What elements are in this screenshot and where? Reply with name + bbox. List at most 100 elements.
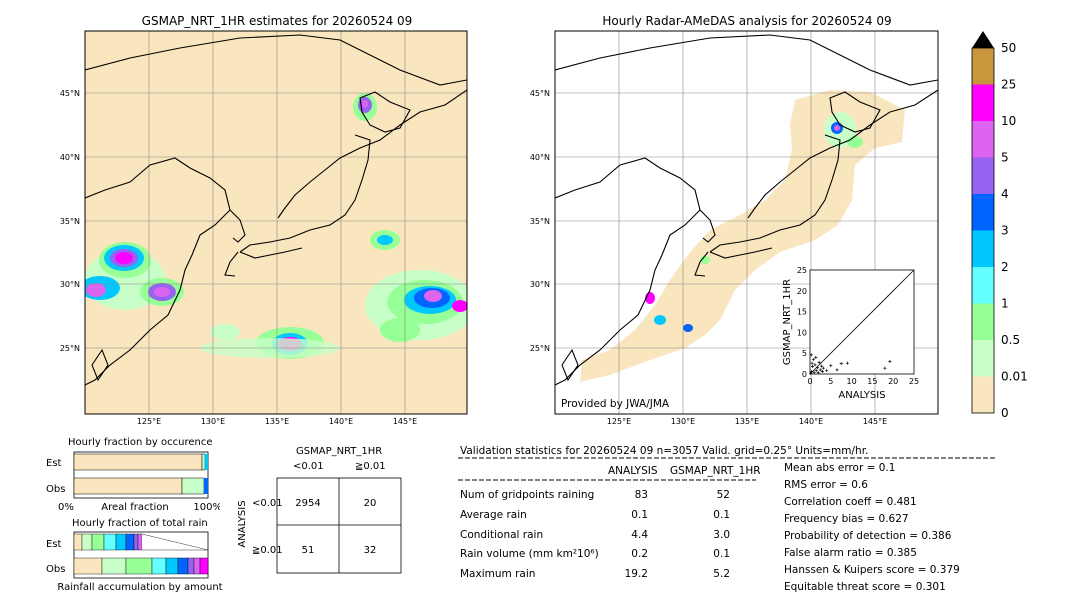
rain-row-est: Est (46, 539, 62, 550)
scatter-point (809, 372, 813, 376)
rain-est-segment (103, 533, 117, 551)
scatter-ylabel: GSMAP_NRT_1HR (782, 279, 793, 365)
colorbar-block (972, 267, 994, 304)
occ-x-left: 0% (58, 502, 74, 513)
colorbar-block (972, 194, 994, 231)
right-map-lon-labels: 125°E 130°E 135°E 140°E 145°E (607, 417, 887, 426)
lat-label: 40°N (530, 153, 550, 162)
left-map-gridlines (85, 31, 467, 414)
stat-label: Rain volume (mm km²10⁶) (460, 548, 599, 560)
lat-label: 25°N (60, 344, 80, 353)
scatter-point (809, 353, 813, 357)
colorbar-label: 0.01 (1001, 370, 1028, 384)
validation-divider (458, 457, 996, 459)
row-axis-label: ANALYSIS (237, 500, 248, 547)
left-map-rain-layer (85, 93, 467, 359)
stat-analysis: 0.1 (631, 509, 648, 521)
left-map-lon-labels: 125°E 130°E 135°E 140°E 145°E (137, 417, 417, 426)
scatter-point (810, 361, 814, 365)
occ-row-obs: Obs (46, 484, 65, 495)
stat-gsmap: 0.1 (713, 509, 730, 521)
scatter-point (811, 357, 815, 361)
rain-obs-segment (125, 557, 153, 575)
colorbar-label: 0.5 (1001, 333, 1020, 347)
score: Probability of detection = 0.386 (784, 530, 952, 542)
scatter-point (810, 370, 814, 374)
cell-10: 51 (302, 545, 315, 556)
rain-est-segment (133, 533, 139, 551)
rain-obs-segment (73, 557, 103, 575)
scatter-x-tick: 0 (807, 377, 812, 386)
scatter-point (812, 370, 816, 374)
occurrence-title: Hourly fraction by occurence (68, 437, 213, 448)
colorbar: 50 25 10 5 4 3 2 1 0.5 0.01 0 (971, 31, 1028, 418)
rain-obs-segment (193, 557, 201, 575)
colorbar-block (972, 303, 994, 340)
left-map-frame (84, 30, 468, 415)
colorbar-block (972, 157, 994, 194)
scatter-xlabel: ANALYSIS (838, 390, 885, 401)
left-map: 45°N 40°N 35°N 30°N 25°N 125°E 130°E 135… (60, 30, 468, 426)
rain-obs-segment (151, 557, 167, 575)
cell-00: 2954 (295, 498, 320, 509)
colorbar-label: 25 (1001, 78, 1016, 92)
occ-obs-bar-main (73, 477, 183, 495)
contingency-table: 2954 20 51 32 <0.01 ≧0.01 ANALYSIS (237, 477, 402, 574)
validation-col-gsmap: GSMAP_NRT_1HR (670, 465, 761, 477)
rain-est-segment (137, 533, 143, 551)
stat-gsmap: 0.1 (713, 548, 730, 560)
lon-label: 125°E (137, 417, 161, 426)
rain-est-tail (141, 533, 209, 551)
score: RMS error = 0.6 (784, 479, 868, 491)
scatter-x-tick: 5 (828, 377, 833, 386)
lat-label: 45°N (60, 89, 80, 98)
left-map-title: GSMAP_NRT_1HR estimates for 20260524 09 (141, 14, 413, 28)
rain-xlabel: Rainfall accumulation by amount (57, 582, 222, 593)
scatter-point (814, 355, 818, 359)
colorbar-label: 0 (1001, 406, 1009, 418)
left-map-coastline (85, 34, 467, 386)
stat-gsmap: 5.2 (713, 568, 730, 580)
stat-label: Average rain (460, 509, 527, 521)
cell-11: 32 (364, 545, 377, 556)
scatter-point (839, 362, 843, 366)
stat-label: Maximum rain (460, 568, 536, 580)
colorbar-block (972, 230, 994, 267)
validation-header: Validation statistics for 20260524 09 n=… (460, 445, 869, 457)
rain-fraction-chart: Est Obs Rainfall accumulation by amount (46, 531, 223, 593)
row-label-1: <0.01 (252, 498, 283, 509)
scatter-x-tick: 10 (847, 377, 857, 386)
lat-label: 35°N (530, 217, 550, 226)
colorbar-label: 10 (1001, 114, 1016, 128)
lon-label: 140°E (799, 417, 823, 426)
right-map-title: Hourly Radar-AMeDAS analysis for 2026052… (602, 14, 892, 28)
validation-col-divider (458, 479, 756, 481)
scatter-point (815, 366, 819, 370)
scatter-point (814, 369, 818, 373)
colorbar-block (972, 121, 994, 158)
rain-obs-segment (177, 557, 189, 575)
lon-label: 130°E (671, 417, 695, 426)
scatter-x-tick: 20 (888, 377, 898, 386)
score: Frequency bias = 0.627 (784, 513, 909, 525)
contingency-title: GSMAP_NRT_1HR (296, 446, 383, 457)
scatter-y-tick: 5 (802, 349, 807, 358)
rain-obs-segment (199, 557, 209, 575)
scatter-point (821, 366, 825, 370)
right-map-coverage (580, 90, 905, 382)
colorbar-label: 4 (1001, 187, 1009, 201)
stat-analysis: 19.2 (624, 568, 648, 580)
scatter-x-tick: 15 (867, 377, 877, 386)
score: False alarm ratio = 0.385 (784, 547, 917, 559)
validation-col-analysis: ANALYSIS (608, 465, 658, 477)
stat-label: Conditional rain (460, 529, 544, 541)
lat-label: 35°N (60, 217, 80, 226)
occ-x-mid: Areal fraction (101, 502, 168, 513)
lon-label: 135°E (735, 417, 759, 426)
score: Correlation coeff = 0.481 (784, 496, 917, 508)
scatter-point (810, 365, 814, 369)
stat-gsmap: 52 (716, 489, 730, 501)
colorbar-label: 2 (1001, 260, 1009, 274)
colorbar-block (972, 84, 994, 121)
contingency-col-1: <0.01 (293, 461, 324, 472)
